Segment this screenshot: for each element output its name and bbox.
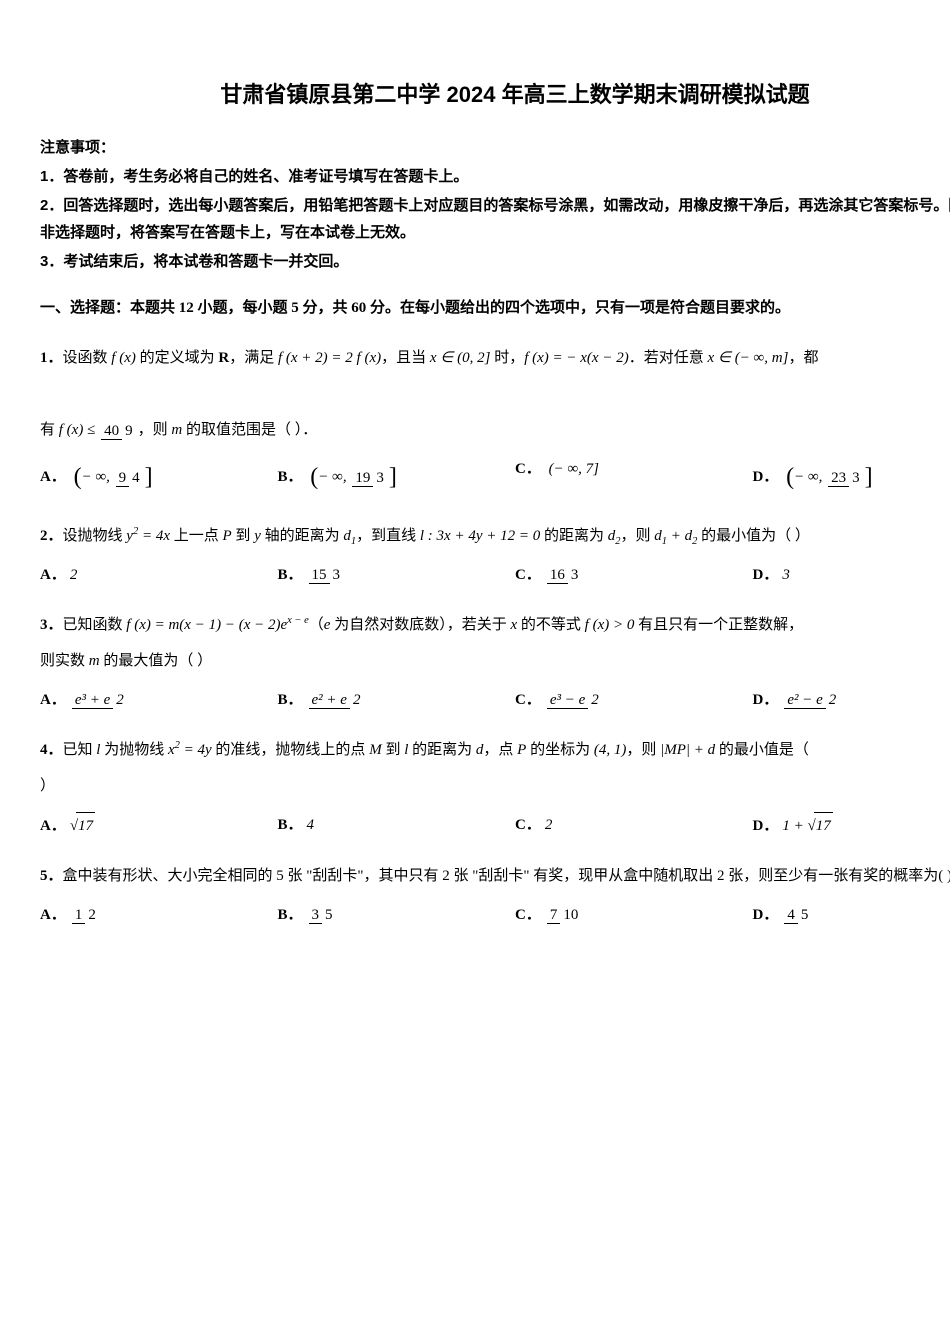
q1-l2c: 的取值范围是（ ）． xyxy=(182,422,317,438)
section-intro: 一、选择题：本题共 12 小题，每小题 5 分，共 60 分。在每小题给出的四个… xyxy=(40,295,950,322)
q3-opt-C: C．e³ − e2 xyxy=(515,687,753,714)
q2-options: A．2 B．153 C．163 D．3 xyxy=(40,562,950,589)
q3-opt-A: A．e³ + e2 xyxy=(40,687,278,714)
question-4: 4．已知 l 为抛物线 x2 = 4y 的准线，抛物线上的点 M 到 l 的距离… xyxy=(40,732,950,804)
q1-t3: ，满足 xyxy=(229,350,278,366)
q4-opt-A: A．√17 xyxy=(40,812,278,840)
q4-options: A．√17 B．4 C．2 D．1 + √17 xyxy=(40,812,950,840)
q1-opt-B: B． (− ∞, 193] xyxy=(278,456,516,499)
q4-opt-C: C．2 xyxy=(515,812,753,840)
instruction-1: 1．答卷前，考生务必将自己的姓名、准考证号填写在答题卡上。 xyxy=(40,163,950,190)
q3-opt-D: D．e² − e2 xyxy=(753,687,950,714)
page-title: 甘肃省镇原县第二中学 2024 年高三上数学期末调研模拟试题 xyxy=(40,75,950,115)
q1-eq2: f (x) = − x(x − 2) xyxy=(524,350,629,366)
q1-opt-A: A． (− ∞, 94] xyxy=(40,456,278,499)
q4-opt-D: D．1 + √17 xyxy=(753,812,950,840)
q1-R: R xyxy=(218,350,229,366)
q5-opt-C: C．710 xyxy=(515,902,753,929)
instructions-heading: 注意事项： xyxy=(40,134,950,161)
q2-opt-C: C．163 xyxy=(515,562,753,589)
q1-t1: 设函数 xyxy=(63,350,112,366)
q3-opt-B: B．e² + e2 xyxy=(278,687,516,714)
q1-l2b: ，则 xyxy=(138,422,172,438)
q2-opt-D: D．3 xyxy=(753,562,950,589)
q5-options: A．12 B．35 C．710 D．45 xyxy=(40,902,950,929)
q1-options: A． (− ∞, 94] B． (− ∞, 193] C． (− ∞, 7] D… xyxy=(40,456,950,499)
q3-options: A．e³ + e2 B．e² + e2 C．e³ − e2 D．e² − e2 xyxy=(40,687,950,714)
q5-opt-D: D．45 xyxy=(753,902,950,929)
q1-m: m xyxy=(171,422,182,438)
q1-cond1: x ∈ (0, 2] xyxy=(430,350,491,366)
question-1: 1．设函数 f (x) 的定义域为 R，满足 f (x + 2) = 2 f (… xyxy=(40,340,950,448)
question-2: 2．设抛物线 y2 = 4x 上一点 P 到 y 轴的距离为 d1，到直线 l … xyxy=(40,518,950,554)
q1-t4: ，且当 xyxy=(381,350,430,366)
q1-t7: ，都 xyxy=(788,350,818,366)
q1-opt-C: C． (− ∞, 7] xyxy=(515,456,753,499)
instruction-3: 3．考试结束后，将本试卷和答题卡一并交回。 xyxy=(40,248,950,275)
q1-t6: ．若对任意 xyxy=(629,350,708,366)
q2-opt-A: A．2 xyxy=(40,562,278,589)
q1-eq1: f (x + 2) = 2 f (x) xyxy=(278,350,381,366)
q1-t2: 的定义域为 xyxy=(136,350,219,366)
q1-opt-D: D． (− ∞, 233] xyxy=(753,456,950,499)
q1-t5: 时， xyxy=(490,350,524,366)
q5-opt-A: A．12 xyxy=(40,902,278,929)
instruction-2: 2．回答选择题时，选出每小题答案后，用铅笔把答题卡上对应题目的答案标号涂黑，如需… xyxy=(40,192,950,246)
q1-l2a: 有 xyxy=(40,422,59,438)
q1-num: 1． xyxy=(40,350,63,366)
q4-opt-B: B．4 xyxy=(278,812,516,840)
q1-ineq-frac: 409 xyxy=(101,423,136,440)
question-3: 3．已知函数 f (x) = m(x − 1) − (x − 2)ex − e（… xyxy=(40,607,950,679)
q1-fx: f (x) xyxy=(111,350,136,366)
q5-opt-B: B．35 xyxy=(278,902,516,929)
q2-opt-B: B．153 xyxy=(278,562,516,589)
q1-ineq: f (x) ≤ xyxy=(59,422,99,438)
question-5: 5．盒中装有形状、大小完全相同的 5 张 "刮刮卡"，其中只有 2 张 "刮刮卡… xyxy=(40,858,950,894)
q1-cond2: x ∈ (− ∞, m] xyxy=(707,350,788,366)
